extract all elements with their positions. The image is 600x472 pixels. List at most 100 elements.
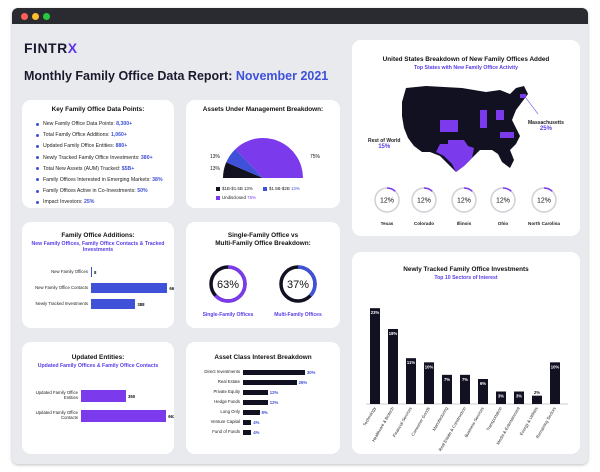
asset_class-value-label: 12% (269, 400, 279, 405)
sector-value-label: 2% (534, 390, 540, 395)
aum-slice-undisclosed (235, 138, 303, 178)
sector-value-label: 10% (551, 364, 560, 369)
massachusetts-note: Massachusetts 25% (528, 120, 564, 132)
single-multi-card: Single-Family Office vs Multi-Family Off… (186, 222, 340, 328)
illinois-shape (480, 110, 487, 128)
massachusetts-pointer (525, 97, 539, 115)
state-ring-texas-progress (374, 187, 400, 213)
us-map-card: United States Breakdown of New Family Of… (352, 40, 580, 236)
close-window-button[interactable] (21, 13, 28, 20)
sectors-title: Newly Tracked Family Office Investments (403, 266, 529, 273)
state-name-illinois: Illinois (456, 221, 472, 226)
updated-row-updated-family-office-entities: Updated Family Office Entities 350 (28, 390, 135, 402)
updated-value-label: 350 (128, 393, 136, 399)
sector-category-label: Consumer Goods (410, 406, 431, 437)
sector-bar-real-estate-construction (460, 374, 470, 404)
state-ring-north-carolina-text: 12% (537, 197, 551, 204)
asset_class-bar (243, 430, 252, 435)
additions-subtitle: New Family Offices, Family Office Contac… (31, 241, 165, 253)
sector-value-label: 7% (444, 377, 450, 382)
key-data-points-card: Key Family Office Data Points: New Famil… (22, 100, 174, 208)
additions-row-new-family-office-contacts: New Family Office Contacts 668 (28, 283, 174, 293)
north-carolina-shape (500, 132, 514, 138)
massachusetts-shape (520, 94, 526, 98)
us-map-title: United States Breakdown of New Family Of… (382, 56, 550, 63)
additions-card: Family Office Additions: New Family Offi… (22, 222, 174, 328)
data-point-item: Updated Family Office Entities: 880+ (36, 143, 174, 149)
aum-slice-1-5b-2b (226, 149, 263, 178)
sector-bar-transportation (496, 391, 506, 404)
additions-category-label: New Family Office Contacts (35, 284, 88, 290)
multi-family-label: Multi-Family Offices (274, 312, 322, 318)
updated-category-label: Updated Family Office Contacts (35, 410, 78, 420)
asset_class-value-label: 8% (261, 410, 268, 415)
asset_class-bar (243, 370, 305, 375)
asset_class-row-hedge-funds: Hedge Funds 12% (192, 399, 279, 405)
state-ring-ohio-progress (490, 187, 516, 213)
aum-slice-1b-1-5b (223, 162, 263, 178)
asset_class-value-label: 4% (253, 420, 260, 425)
sector-bar-manufacturing (442, 374, 452, 404)
aum-legend-3: Undisclosed 75% (216, 195, 256, 200)
data-point-item: New Family Office Data Points: 8,300+ (36, 121, 174, 127)
additions-bar (91, 267, 92, 277)
texas-shape (436, 140, 474, 172)
asset_class-category-label: Real Estate (217, 379, 240, 385)
state-name-colorado: Colorado (413, 221, 435, 226)
key-data-points-title: Key Family Office Data Points: (51, 106, 145, 113)
rest-of-world-note: Rest of World 15% (368, 138, 401, 150)
maximize-window-button[interactable] (43, 13, 50, 20)
us-map-outline (402, 86, 528, 172)
report-title-text: Monthly Family Office Data Report: (24, 69, 236, 83)
updated-bar (81, 390, 126, 402)
asset_class-category-label: Direct Investments (204, 369, 240, 375)
single-family-ring-text: 63% (217, 279, 239, 291)
us-map (402, 86, 539, 172)
data-point-item: Total Family Office Additions: 1,060+ (36, 132, 174, 138)
updated-subtitle: Updated Family Offices & Family Office C… (37, 363, 159, 369)
sector-value-label: 11% (407, 360, 415, 365)
colorado-shape (440, 120, 458, 132)
state-ring-illinois-text: 12% (457, 197, 471, 204)
asset_class-category-label: Long Only (220, 409, 240, 415)
sector-value-label: 7% (462, 377, 468, 382)
data-point-item: Newly Tracked Family Office Investments:… (36, 155, 174, 161)
state-name-north-carolina: North Carolina (528, 221, 560, 226)
asset_class-row-real-estate: Real Estate 26% (192, 379, 307, 385)
updated-row-updated-family-office-contacts: Updated Family Office Contacts 663 (28, 410, 174, 422)
single-family-ring-progress (209, 265, 247, 303)
multi-family-ring-text: 37% (287, 279, 309, 291)
data-point-item: Family Offices Interested in Emerging Ma… (36, 177, 174, 183)
data-point-item: Total New Assets (AUM) Tracked: $5B+ (36, 166, 174, 172)
sector-category-label: Technology (362, 405, 377, 427)
minimize-window-button[interactable] (32, 13, 39, 20)
key-data-points-list: New Family Office Data Points: 8,300+ Tot… (36, 121, 174, 205)
single-family-label: Single-Family Offices (202, 312, 254, 318)
additions-title: Family Office Additions: (61, 232, 135, 239)
report-title: Monthly Family Office Data Report: Novem… (24, 69, 328, 83)
sector-bar-remaining-sectors (550, 362, 560, 404)
asset_class-bar (243, 410, 260, 415)
additions-row-newly-tracked-investments: Newly Tracked Investments 388 (28, 299, 145, 309)
updated-bar (81, 410, 167, 422)
state-ring-colorado-text: 12% (417, 197, 431, 204)
aum-legend-1: $1B-$1.5B 13% (216, 186, 253, 191)
data-point-item: Family Offices Active in Co-Investments:… (36, 188, 174, 194)
sector-bar-consumer-goods (424, 362, 434, 404)
sector-value-label: 18% (389, 331, 398, 336)
asset_class-row-venture-capital: Venture Capital 4% (192, 419, 260, 425)
asset_class-row-fund-of-funds: Fund of Funds 4% (192, 429, 260, 435)
sector-bar-media-entertainment (514, 391, 524, 404)
asset_class-bar (243, 390, 268, 395)
single-multi-title-2: Multi-Family Office Breakdown: (215, 240, 311, 247)
asset_class-bar (243, 380, 297, 385)
asset_class-bar (243, 420, 252, 425)
sector-bar-business-services (478, 379, 488, 404)
asset_class-bar (243, 400, 268, 405)
asset_class-value-label: 4% (253, 430, 260, 435)
updated-card: Updated Entities: Updated Family Offices… (22, 342, 174, 454)
aum-value-label: 75% (310, 154, 321, 160)
state-ring-colorado-progress (411, 187, 437, 213)
single-multi-rings: 63% 37% (209, 265, 317, 303)
state-name-ohio: Ohio (497, 221, 509, 226)
